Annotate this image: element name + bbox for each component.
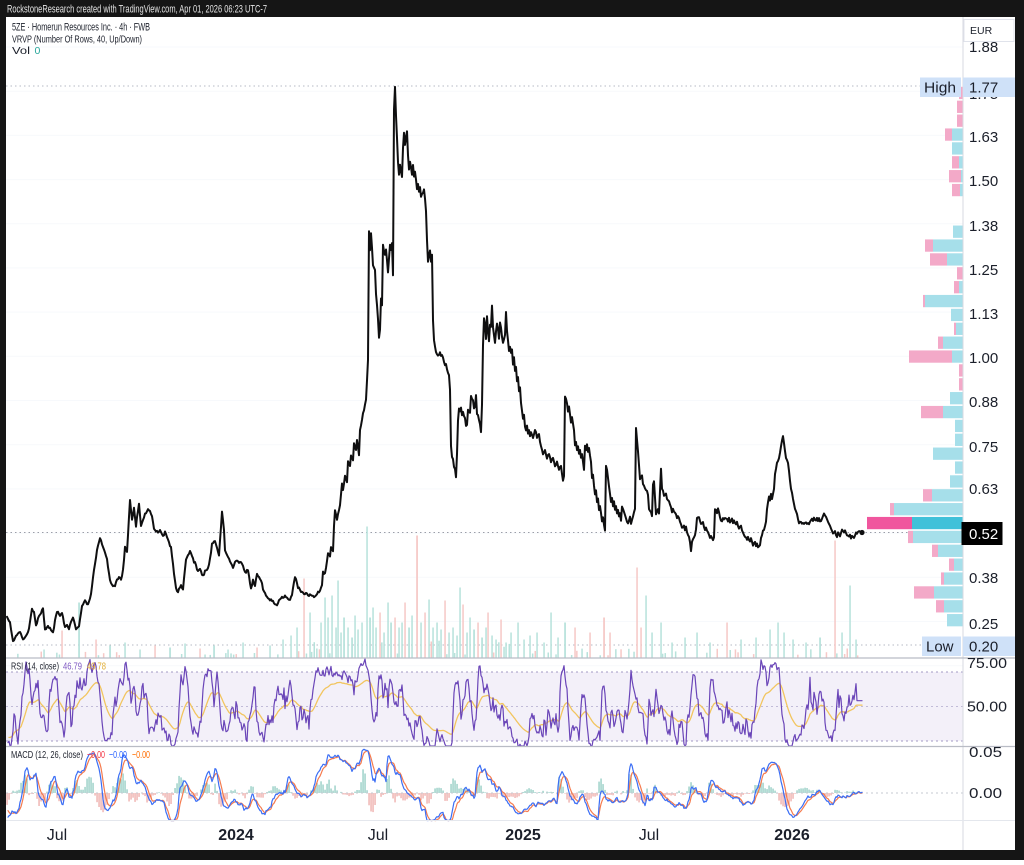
svg-text:2024: 2024	[218, 827, 254, 844]
svg-text:0.05: 0.05	[969, 744, 1002, 761]
svg-text:−0.00: −0.00	[87, 749, 105, 761]
svg-text:1.25: 1.25	[969, 262, 998, 279]
svg-text:1.77: 1.77	[969, 80, 998, 97]
svg-text:1.50: 1.50	[969, 173, 998, 190]
svg-text:2025: 2025	[505, 827, 541, 844]
svg-text:50.00: 50.00	[967, 699, 1007, 716]
svg-text:1.13: 1.13	[969, 306, 998, 323]
svg-text:5ZE · Homerun Resources Inc. ·: 5ZE · Homerun Resources Inc. · 4h · FWB	[12, 22, 150, 34]
svg-text:0.25: 0.25	[969, 616, 998, 633]
svg-text:−0.00: −0.00	[132, 749, 150, 761]
svg-text:2026: 2026	[774, 827, 810, 844]
svg-text:49.78: 49.78	[87, 661, 106, 673]
svg-text:Low: Low	[926, 639, 954, 656]
svg-text:EUR: EUR	[970, 25, 993, 37]
svg-text:1.63: 1.63	[969, 129, 998, 146]
svg-text:1.38: 1.38	[969, 218, 998, 235]
svg-text:RockstoneResearch created with: RockstoneResearch created with TradingVi…	[7, 4, 267, 16]
svg-text:0.52: 0.52	[969, 526, 998, 543]
svg-text:High: High	[924, 80, 956, 97]
svg-text:0.75: 0.75	[969, 439, 998, 456]
svg-text:0.38: 0.38	[969, 570, 998, 587]
svg-text:75.00: 75.00	[967, 655, 1007, 672]
svg-text:46.79: 46.79	[63, 661, 82, 673]
svg-text:1.00: 1.00	[969, 350, 998, 367]
svg-text:VRVP (Number Of Rows, 40, Up/D: VRVP (Number Of Rows, 40, Up/Down)	[12, 33, 142, 45]
svg-text:0.20: 0.20	[969, 639, 998, 656]
svg-text:Jul: Jul	[47, 827, 67, 844]
svg-text:MACD (12, 26, close): MACD (12, 26, close)	[11, 749, 83, 761]
svg-text:0.63: 0.63	[969, 481, 998, 498]
svg-text:Vol: Vol	[12, 45, 30, 57]
svg-text:Jul: Jul	[368, 827, 388, 844]
svg-text:−0.00: −0.00	[109, 749, 127, 761]
svg-text:Jul: Jul	[639, 827, 659, 844]
svg-text:0.88: 0.88	[969, 394, 998, 411]
svg-text:0: 0	[35, 45, 41, 57]
svg-text:RSI (14, close): RSI (14, close)	[11, 661, 59, 673]
svg-text:1.88: 1.88	[969, 39, 998, 56]
svg-text:0.00: 0.00	[969, 785, 1002, 802]
